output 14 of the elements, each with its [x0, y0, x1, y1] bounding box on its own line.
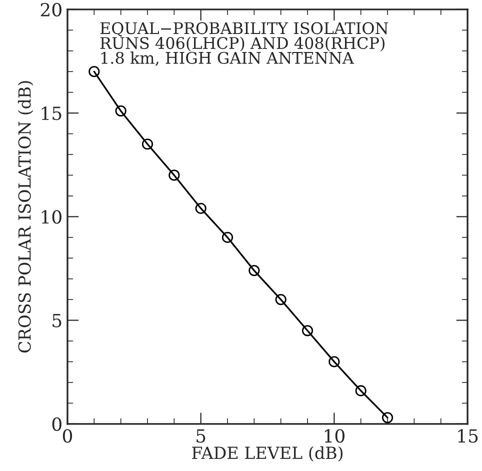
x-tick-label: 5	[196, 429, 206, 443]
x-axis-title: FADE LEVEL (dB)	[192, 446, 343, 462]
y-tick-label: 15	[42, 106, 62, 120]
annotation: 1.8 km, HIGH GAIN ANTENNA	[101, 52, 354, 66]
x-tick-label: 10	[324, 429, 344, 443]
annotation: EQUAL−PROBABILITY ISOLATION	[100, 22, 388, 37]
y-tick-label: 10	[42, 210, 62, 224]
x-tick-label: 0	[62, 429, 72, 443]
annotation: RUNS 406(LHCP) AND 408(RHCP)	[100, 36, 384, 52]
y-tick-label: 0	[52, 417, 62, 432]
y-axis-title: CROSS POLAR ISOLATION (dB)	[18, 81, 34, 353]
x-tick-label: 15	[458, 429, 478, 443]
y-tick-label: 5	[52, 314, 62, 328]
y-tick-label: 20	[40, 2, 62, 17]
